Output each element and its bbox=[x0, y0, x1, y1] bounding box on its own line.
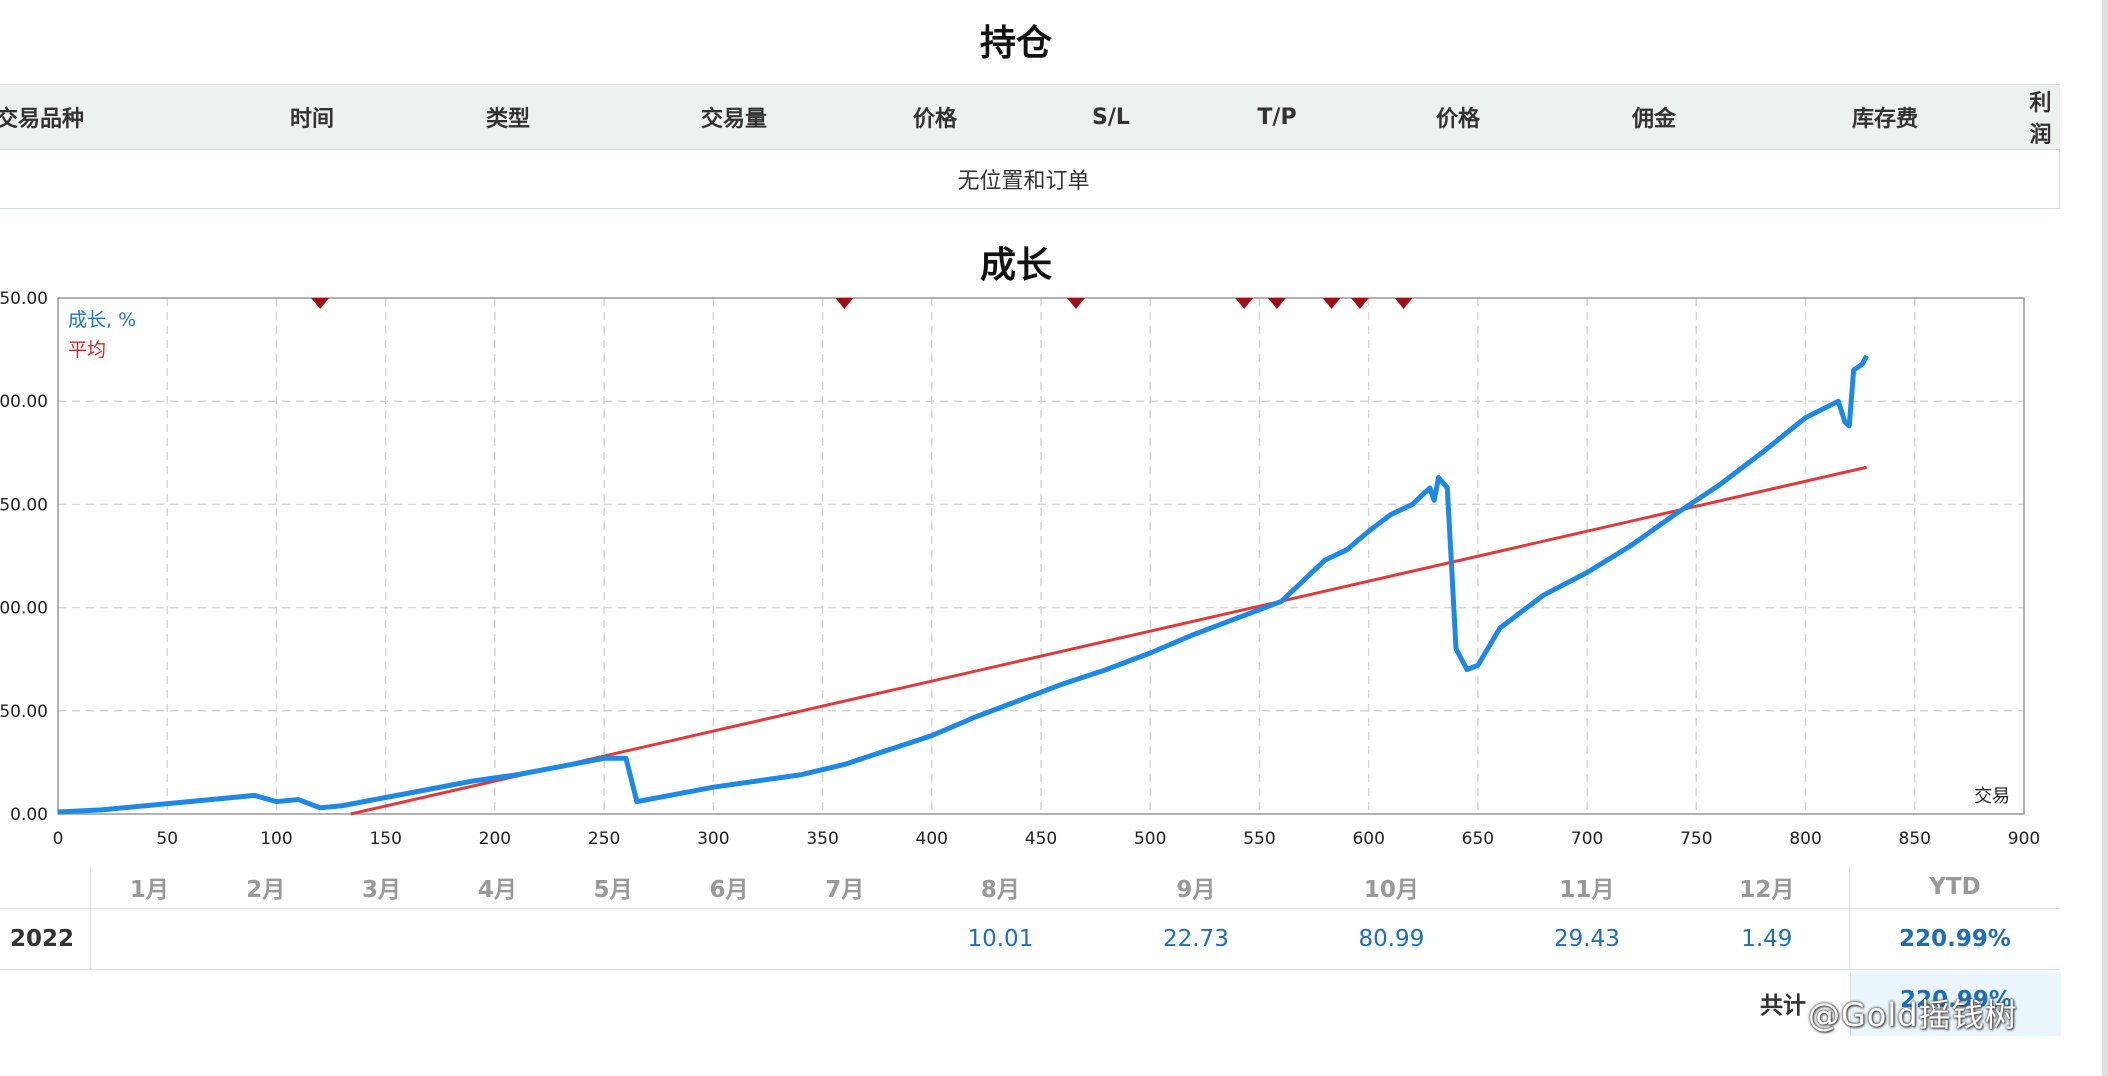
month-value-10[interactable]: 80.99 bbox=[1293, 908, 1490, 970]
x-tick-label: 400 bbox=[916, 829, 948, 849]
month-value-5[interactable] bbox=[555, 908, 672, 970]
x-tick-label: 350 bbox=[806, 829, 838, 849]
growth-title: 成长 bbox=[979, 245, 1052, 286]
month-value-6[interactable] bbox=[671, 908, 787, 970]
positions-header-row: 交易品种 时间 类型 交易量 价格 S/L T/P 价格 佣金 库存费 利润 bbox=[0, 84, 2060, 150]
monthly-header-row: 1月 2月 3月 4月 5月 6月 7月 8月 9月 10月 11月 12月 Y… bbox=[0, 866, 2060, 909]
marker-layer bbox=[311, 298, 1413, 309]
grid-layer bbox=[58, 298, 2024, 814]
deposit-marker bbox=[1322, 298, 1341, 309]
y-tick-label: 0.00 bbox=[10, 805, 48, 825]
month-header-11: 11月 bbox=[1489, 866, 1685, 909]
month-value-1[interactable] bbox=[90, 908, 208, 970]
x-tick-label: 550 bbox=[1243, 829, 1275, 849]
deposit-marker bbox=[1350, 298, 1369, 309]
total-label: 共计 bbox=[1760, 993, 1806, 1019]
total-value: 220.99% bbox=[1850, 972, 2061, 1036]
month-value-2[interactable] bbox=[207, 908, 324, 970]
col-symbol: 交易品种 bbox=[0, 84, 234, 150]
month-value-4[interactable] bbox=[439, 908, 556, 970]
col-swap: 库存费 bbox=[1752, 84, 2018, 150]
deposit-marker bbox=[1066, 298, 1085, 309]
x-axis-label: 交易 bbox=[1974, 786, 2010, 807]
month-value-11[interactable]: 29.43 bbox=[1489, 908, 1685, 970]
x-tick-label: 750 bbox=[1680, 829, 1712, 849]
watermark: @Gold摇钱树 bbox=[1808, 996, 2018, 1034]
y-tick-label: 50.00 bbox=[0, 702, 48, 722]
col-type: 类型 bbox=[390, 84, 626, 150]
scrollbar-track[interactable] bbox=[2102, 0, 2108, 1076]
month-header-3: 3月 bbox=[323, 866, 440, 909]
month-header-8: 8月 bbox=[902, 866, 1099, 909]
deposit-marker bbox=[311, 298, 330, 309]
month-value-3[interactable] bbox=[323, 908, 440, 970]
x-tick-label: 650 bbox=[1462, 829, 1494, 849]
deposit-marker bbox=[1267, 298, 1286, 309]
col-tp: T/P bbox=[1194, 84, 1360, 150]
x-tick-label: 250 bbox=[588, 829, 620, 849]
col-sl: S/L bbox=[1028, 84, 1194, 150]
positions-empty-row: 无位置和订单 bbox=[0, 149, 2060, 209]
month-header-9: 9月 bbox=[1098, 866, 1294, 909]
x-tick-label: 450 bbox=[1025, 829, 1057, 849]
x-tick-label: 850 bbox=[1899, 829, 1931, 849]
month-value-7[interactable] bbox=[786, 908, 903, 970]
x-tick-label: 600 bbox=[1352, 829, 1384, 849]
month-value-8[interactable]: 10.01 bbox=[902, 908, 1099, 970]
series-layer bbox=[57, 354, 1869, 816]
x-tick-label: 500 bbox=[1134, 829, 1166, 849]
monthly-returns-table: 1月 2月 3月 4月 5月 6月 7月 8月 9月 10月 11月 12月 Y… bbox=[0, 866, 2060, 970]
year-label: 2022 bbox=[0, 908, 91, 970]
deposit-marker bbox=[835, 298, 854, 309]
growth-line bbox=[57, 354, 1869, 815]
x-tick-label: 100 bbox=[260, 829, 292, 849]
col-commission: 佣金 bbox=[1556, 84, 1752, 150]
plot-frame bbox=[57, 297, 2025, 815]
month-header-12: 12月 bbox=[1684, 866, 1850, 909]
month-header-4: 4月 bbox=[439, 866, 556, 909]
x-tick-label: 50 bbox=[156, 829, 178, 849]
y-tick-label: 250.00 bbox=[0, 290, 48, 309]
month-header-5: 5月 bbox=[555, 866, 672, 909]
month-value-12[interactable]: 1.49 bbox=[1684, 908, 1850, 970]
ytd-value[interactable]: 220.99% bbox=[1849, 908, 2060, 970]
month-header-1: 1月 bbox=[90, 866, 208, 909]
col-profit: 利润 bbox=[2018, 84, 2060, 150]
growth-chart: 0 50 100 150 200 250 300 350 400 450 500 550 600 650 7… bbox=[0, 290, 2040, 849]
x-tick-label: 0 bbox=[53, 829, 64, 849]
y-tick-label: 200.00 bbox=[0, 392, 48, 412]
deposit-marker bbox=[1394, 298, 1413, 309]
year-header bbox=[0, 866, 91, 909]
x-tick-label: 800 bbox=[1789, 829, 1821, 849]
positions-empty-message: 无位置和订单 bbox=[0, 149, 2060, 209]
ytd-header: YTD bbox=[1849, 866, 2060, 909]
col-price: 价格 bbox=[842, 84, 1028, 150]
deposit-marker bbox=[1235, 298, 1254, 309]
y-tick-label: 100.00 bbox=[0, 599, 48, 619]
col-time: 时间 bbox=[234, 84, 390, 150]
x-tick-label: 150 bbox=[369, 829, 401, 849]
x-tick-label: 700 bbox=[1571, 829, 1603, 849]
month-header-10: 10月 bbox=[1293, 866, 1490, 909]
x-tick-label: 200 bbox=[479, 829, 511, 849]
monthly-row-2022: 2022 10.01 22.73 80.99 29.43 1.49 220.99… bbox=[0, 908, 2060, 970]
positions-title: 持仓 bbox=[979, 23, 1052, 64]
month-value-9[interactable]: 22.73 bbox=[1098, 908, 1294, 970]
col-price-2: 价格 bbox=[1360, 84, 1556, 150]
y-tick-label: 150.00 bbox=[0, 495, 48, 515]
x-tick-label: 300 bbox=[697, 829, 729, 849]
col-volume: 交易量 bbox=[626, 84, 842, 150]
month-header-7: 7月 bbox=[786, 866, 903, 909]
month-header-2: 2月 bbox=[207, 866, 324, 909]
legend-average: 平均 bbox=[68, 339, 106, 361]
positions-table: 交易品种 时间 类型 交易量 价格 S/L T/P 价格 佣金 库存费 利润 无… bbox=[0, 84, 2060, 209]
month-header-6: 6月 bbox=[671, 866, 787, 909]
legend-growth: 成长, % bbox=[68, 309, 136, 331]
axis-layer: 0 50 100 150 200 250 300 350 400 450 500 550 600 650 7… bbox=[0, 290, 2040, 849]
x-tick-label: 900 bbox=[2008, 829, 2040, 849]
